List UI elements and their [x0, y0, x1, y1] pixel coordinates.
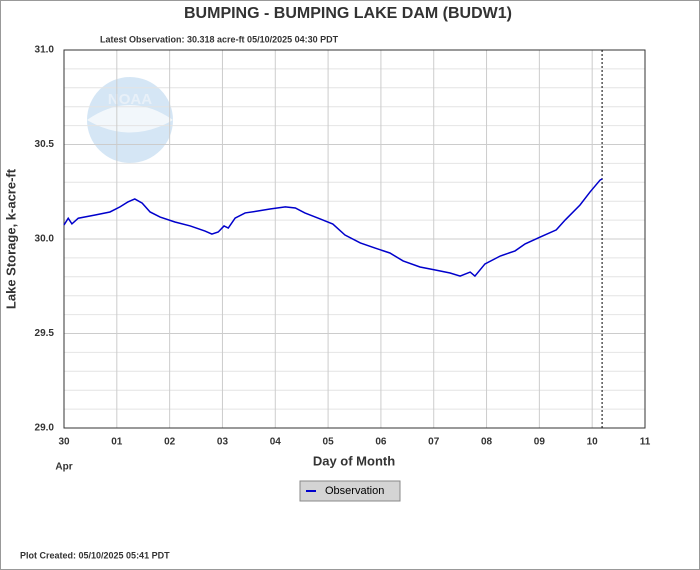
plot-border [63, 49, 646, 429]
legend-label: Observation [325, 485, 384, 497]
x-tick-label: 05 [323, 437, 335, 448]
x-axis-label: Day of Month [313, 453, 395, 468]
x-tick-label: 10 [587, 437, 599, 448]
x-tick-label: 03 [217, 437, 229, 448]
chart-title: BUMPING - BUMPING LAKE DAM (BUDW1) [184, 5, 512, 22]
subtitle: Latest Observation: 30.318 acre-ft 05/10… [100, 34, 339, 44]
footer: Plot Created: 05/10/2025 05:41 PDT [20, 550, 170, 560]
logo-text: NOAA [108, 91, 152, 108]
y-axis-label: Lake Storage, k-acre-ft [3, 168, 18, 309]
noaa-logo [87, 77, 173, 163]
y-tick-label: 30.5 [35, 139, 55, 150]
y-tick-label: 29.5 [35, 328, 55, 339]
y-tick-label: 30.0 [35, 234, 55, 245]
y-tick-label: 31.0 [35, 45, 55, 56]
data-line [63, 178, 603, 278]
x-tick-label: 02 [164, 437, 176, 448]
x-tick-label: 07 [428, 437, 440, 448]
legend: Observation [299, 480, 401, 502]
x-tick-label: 11 [640, 437, 651, 448]
x-tick-label: 30 [58, 437, 70, 448]
legend-box [299, 480, 401, 502]
y-tick-label: 29.0 [35, 423, 55, 434]
x-tick-label: 04 [270, 437, 282, 448]
x-sublabel: Apr [55, 462, 72, 473]
x-tick-label: 08 [481, 437, 493, 448]
x-tick-label: 01 [111, 437, 123, 448]
x-tick-label: 06 [375, 437, 387, 448]
x-tick-label: 09 [534, 437, 546, 448]
